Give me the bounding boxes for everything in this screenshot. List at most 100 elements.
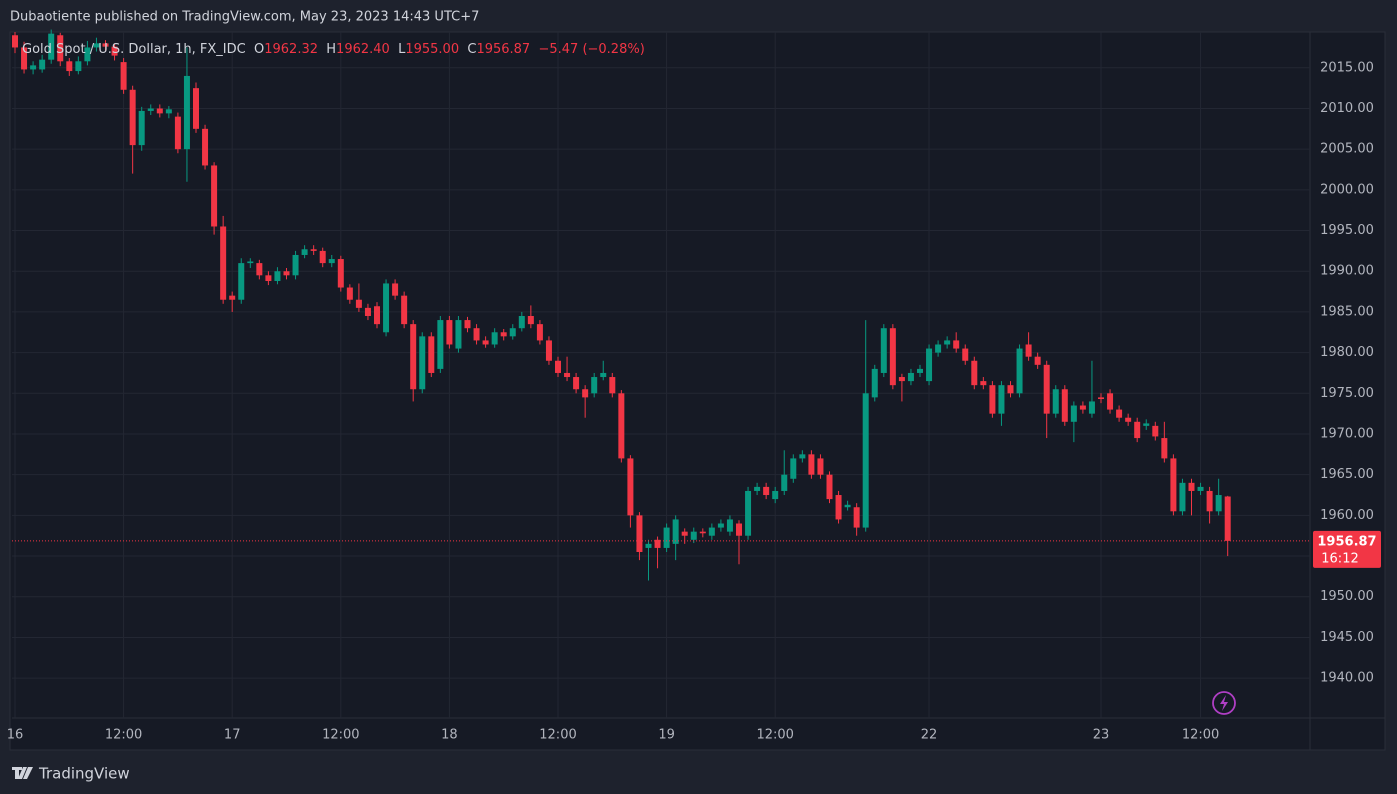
candle-body <box>337 259 344 288</box>
candle-body <box>591 377 598 394</box>
x-tick-label: 12:00 <box>1182 728 1219 743</box>
candle-body <box>555 360 561 373</box>
candle-body <box>346 287 353 300</box>
x-tick-label: 12:00 <box>756 728 793 743</box>
candle-body <box>935 344 942 353</box>
candle-body <box>428 336 435 373</box>
published-line: Dubaotiente published on TradingView.com… <box>10 10 479 25</box>
candle-body <box>826 474 833 500</box>
candle-body <box>410 324 417 390</box>
candle-body <box>582 389 589 398</box>
candle-body <box>736 523 742 536</box>
candle-body <box>301 249 308 255</box>
candle-body <box>147 108 154 111</box>
candle-body <box>1043 364 1050 414</box>
candle-body <box>1107 393 1114 410</box>
candle-body <box>726 519 733 532</box>
candle-body <box>609 377 616 394</box>
candle-body <box>374 306 380 325</box>
candle-body <box>880 328 887 373</box>
candle-body <box>1007 385 1014 394</box>
candle-body <box>763 486 770 496</box>
candle-body <box>835 495 842 520</box>
candle-body <box>980 381 987 386</box>
candle-body <box>12 35 18 48</box>
candle-body <box>1025 344 1032 357</box>
candle-body <box>962 348 969 361</box>
lightning-icon[interactable] <box>1212 691 1236 715</box>
candle-body <box>527 316 534 325</box>
candle-body <box>1152 425 1159 437</box>
candle-body <box>618 393 625 459</box>
legend: Gold Spot / U.S. Dollar, 1h, FX_IDC O196… <box>22 42 645 57</box>
change: −5.47 (−0.28%) <box>538 42 645 57</box>
candle-body <box>229 295 236 300</box>
candle-body <box>48 33 55 60</box>
candle-body <box>699 531 706 534</box>
candle-body <box>93 43 100 48</box>
candle-body <box>1125 417 1132 422</box>
candle-body <box>536 324 543 341</box>
candle-body <box>1070 405 1077 422</box>
candle-body <box>998 385 1005 414</box>
l-value: 1955.00 <box>405 42 460 57</box>
candle-body <box>446 320 453 345</box>
candle-body <box>754 486 761 491</box>
candle-body <box>211 165 218 227</box>
candle-body <box>1215 495 1222 512</box>
candle-body <box>482 340 489 345</box>
y-tick-label: 1965.00 <box>1320 467 1374 482</box>
candle-body <box>672 519 679 544</box>
candle-body <box>183 75 190 150</box>
candle-body <box>781 474 788 491</box>
candle-body <box>220 226 227 300</box>
candle-body <box>292 254 299 276</box>
candle-body <box>39 59 46 70</box>
x-tick-label: 12:00 <box>322 728 359 743</box>
candle-body <box>1179 482 1186 512</box>
candle-body <box>437 320 444 369</box>
candle-body <box>75 61 82 72</box>
candle-body <box>509 328 516 337</box>
candle-body <box>1116 409 1123 418</box>
candle-body <box>889 328 896 386</box>
candle-body <box>102 43 109 47</box>
symbol: Gold Spot / U.S. Dollar, 1h, FX_IDC <box>22 42 246 57</box>
x-tick-label: 18 <box>441 728 458 743</box>
candle-body <box>328 259 335 264</box>
candle-body <box>165 109 172 114</box>
candle-body <box>1098 397 1104 400</box>
h-label: H <box>326 42 337 57</box>
y-tick-label: 1990.00 <box>1320 264 1374 279</box>
candle-body <box>120 62 127 90</box>
candle-body <box>21 47 28 70</box>
candle-body <box>898 377 905 382</box>
brand-logo <box>12 767 33 779</box>
candle-body <box>799 454 806 459</box>
x-tick-label: 12:00 <box>105 728 142 743</box>
candle-body <box>319 250 326 264</box>
candle-body <box>156 108 163 114</box>
candle-body <box>573 377 580 390</box>
candle-body <box>256 263 263 276</box>
y-tick-label: 1995.00 <box>1320 223 1374 238</box>
y-tick-label: 2000.00 <box>1320 182 1374 197</box>
candle-body <box>1206 490 1213 512</box>
candle-body <box>645 543 652 548</box>
candle-body <box>193 88 199 129</box>
candle-body <box>989 385 996 414</box>
candle-body <box>364 307 371 317</box>
candle-body <box>708 527 715 536</box>
candle-body <box>1134 421 1141 439</box>
candle-body <box>971 360 978 386</box>
o-label: O <box>254 42 265 57</box>
x-tick-label: 19 <box>658 728 675 743</box>
candle-body <box>500 332 507 337</box>
candle-body <box>627 458 634 516</box>
candle-body <box>274 271 281 282</box>
brand-name: TradingView <box>38 765 130 783</box>
candle-body <box>853 507 860 528</box>
candle-body <box>392 283 399 296</box>
candle-body <box>138 110 145 146</box>
candle-body <box>491 332 498 345</box>
